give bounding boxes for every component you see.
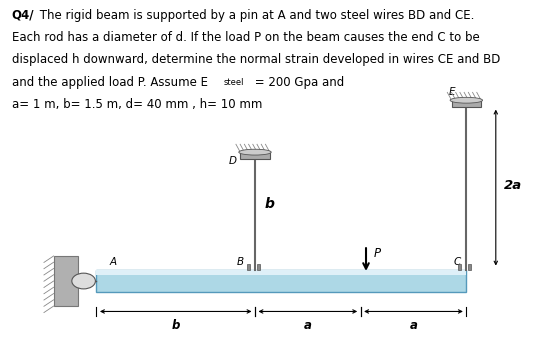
Text: Each rod has a diameter of d. If the load P on the beam causes the end C to be: Each rod has a diameter of d. If the loa… — [12, 31, 480, 44]
Bar — [458, 264, 461, 270]
Text: = 200 Gpa and: = 200 Gpa and — [251, 76, 344, 88]
Bar — [468, 264, 471, 270]
Text: C: C — [453, 257, 461, 267]
Circle shape — [72, 273, 95, 289]
Bar — [247, 264, 250, 270]
Bar — [54, 256, 78, 306]
Bar — [240, 152, 270, 159]
Ellipse shape — [450, 97, 482, 103]
Text: The rigid beam is supported by a pin at A and two steel wires BD and CE.: The rigid beam is supported by a pin at … — [36, 9, 475, 22]
Text: A: A — [110, 257, 117, 267]
Text: E: E — [449, 87, 456, 97]
Bar — [257, 264, 260, 270]
Text: D: D — [228, 156, 236, 166]
Text: a= 1 m, b= 1.5 m, d= 40 mm , h= 10 mm: a= 1 m, b= 1.5 m, d= 40 mm , h= 10 mm — [12, 98, 262, 111]
Text: a: a — [410, 319, 418, 332]
Text: steel: steel — [224, 78, 244, 87]
Bar — [451, 100, 481, 107]
Bar — [96, 270, 466, 275]
Text: P: P — [374, 247, 381, 260]
Text: displaced h downward, determine the normal strain developed in wires CE and BD: displaced h downward, determine the norm… — [12, 53, 500, 66]
Ellipse shape — [239, 149, 271, 155]
Text: and the applied load P. Assume E: and the applied load P. Assume E — [12, 76, 208, 88]
Text: 2a: 2a — [504, 179, 522, 192]
Text: B: B — [237, 257, 244, 267]
Text: Q4/: Q4/ — [12, 9, 34, 22]
Text: b: b — [265, 197, 274, 211]
Text: b: b — [172, 319, 180, 332]
Text: a: a — [304, 319, 312, 332]
Bar — [96, 270, 466, 292]
